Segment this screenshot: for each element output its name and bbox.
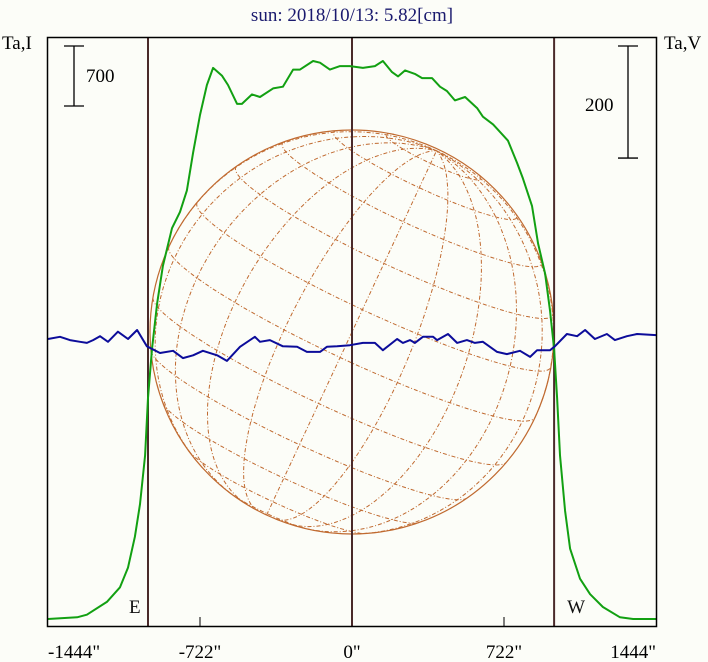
longitude-line: [289, 150, 482, 528]
longitude-line: [206, 147, 437, 504]
series-line-I: [47, 60, 656, 620]
x-tick-label: -722": [179, 642, 222, 662]
longitude-line: [306, 150, 518, 533]
x-tick-label: 0": [343, 642, 360, 662]
longitude-line: [266, 150, 437, 516]
latitude-line: [152, 297, 507, 466]
plot-frame: [46, 36, 658, 628]
longitude-line: [168, 131, 437, 247]
scale-bar-label-I: 700: [86, 66, 115, 87]
solar-globe-grid: [149, 129, 555, 535]
scale-bars: 700 200: [64, 45, 638, 159]
limb-label-w: W: [567, 597, 585, 618]
chart-title: sun: 2018/10/13: 5.82[cm]: [251, 5, 453, 26]
latitude-line: [228, 491, 309, 530]
longitude-line: [354, 150, 543, 535]
left-axis-label: Ta,I: [2, 33, 32, 54]
latitude-line: [234, 166, 554, 319]
scale-bar-label-V: 200: [585, 95, 614, 116]
longitude-line: [275, 150, 449, 521]
latitude-line: [385, 133, 482, 181]
latitude-line: [332, 130, 518, 220]
x-tick-label: 1444": [610, 642, 656, 662]
latitude-line: [188, 450, 366, 534]
series-group: [47, 60, 657, 620]
series-line-V: [47, 329, 657, 362]
x-tick-label: 722": [486, 642, 522, 662]
longitude-line: [154, 135, 437, 461]
latitude-line: [196, 202, 552, 372]
latitude-line: [150, 351, 467, 501]
x-axis-ticks: -1444" -722" 0" 722" 1444": [48, 617, 656, 662]
longitude-line: [243, 150, 437, 512]
limb-label-e: E: [129, 597, 141, 618]
longitude-line: [174, 142, 437, 494]
longitude-line: [436, 150, 555, 418]
right-axis-label: Ta,V: [664, 33, 701, 54]
latitude-line: [281, 141, 543, 268]
x-tick-label: -1444": [48, 642, 100, 662]
